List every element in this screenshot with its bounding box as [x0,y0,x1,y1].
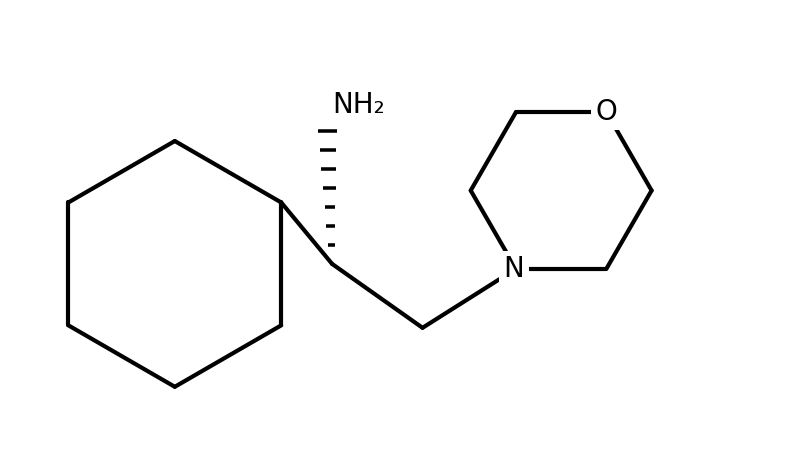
Text: N: N [504,255,524,283]
Text: O: O [596,98,617,126]
Text: NH₂: NH₂ [333,91,385,119]
